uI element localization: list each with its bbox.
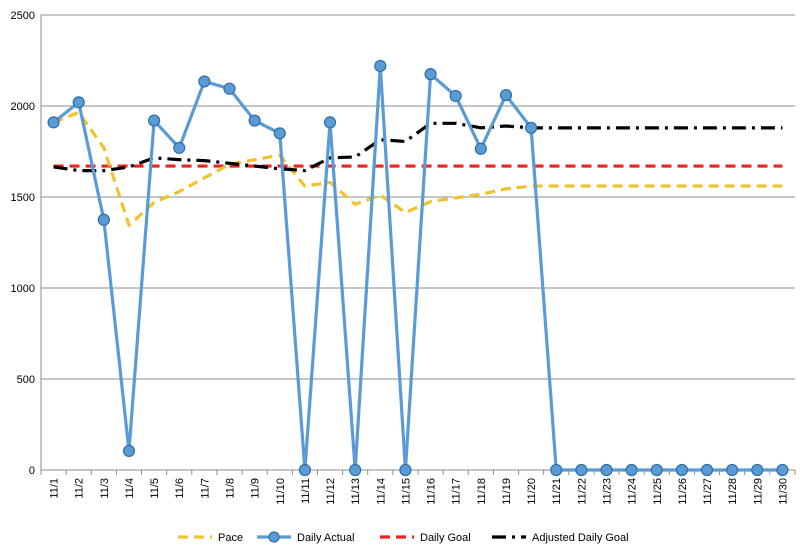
data-point-daily-actual [499, 88, 513, 102]
data-point-daily-actual [776, 463, 789, 477]
series-line-daily-actual [52, 64, 783, 472]
data-point-daily-actual [223, 82, 236, 95]
data-point-daily-actual [298, 463, 311, 477]
data-point-daily-actual [524, 121, 538, 134]
data-point-daily-actual [148, 114, 161, 127]
series-line-pace [52, 110, 783, 227]
x-tick-label: 11/11 [300, 478, 312, 504]
x-tick-label: 11/21 [551, 478, 563, 505]
data-point-daily-actual [323, 116, 337, 129]
x-tick-label: 11/25 [652, 478, 664, 505]
data-point-daily-actual [424, 68, 437, 81]
x-tick-label: 11/2 [74, 478, 86, 499]
data-point-daily-actual [47, 116, 60, 129]
x-tick-label: 11/4 [124, 478, 136, 499]
x-tick-label: 11/14 [375, 478, 387, 505]
x-tick-label: 11/5 [149, 478, 161, 499]
legend: Pace Daily Actual Daily Goal Adjusted Daily… [178, 531, 629, 544]
x-tick-label: 11/10 [275, 478, 287, 505]
legend-label: Daily Goal [420, 532, 471, 544]
data-point-daily-actual [675, 463, 689, 477]
x-tick-label: 11/7 [199, 478, 211, 499]
x-tick-label: 11/16 [426, 478, 438, 505]
series-lines [52, 64, 783, 472]
x-tick-label: 11/17 [451, 478, 463, 505]
legend-marker [268, 531, 280, 543]
data-point-daily-actual [97, 213, 110, 226]
x-tick-label: 11/1 [49, 478, 61, 499]
legend-item-daily-actual: Daily Actual [257, 531, 354, 544]
legend-item-daily-goal: Daily Goal [380, 532, 471, 544]
data-point-daily-actual [122, 444, 136, 457]
x-tick-label: 11/8 [225, 478, 237, 499]
y-tick-label: 2500 [11, 10, 35, 22]
data-point-daily-actual [399, 463, 412, 477]
data-point-daily-actual [474, 142, 487, 155]
x-tick-label: 11/26 [677, 478, 689, 505]
data-point-daily-actual [374, 59, 387, 73]
series-markers [47, 59, 789, 477]
data-point-daily-actual [248, 114, 261, 127]
y-tick-label: 500 [17, 374, 35, 386]
data-point-daily-actual [198, 75, 211, 88]
data-point-daily-actual [575, 463, 588, 477]
legend-label: Adjusted Daily Goal [532, 532, 629, 544]
data-point-daily-actual [751, 463, 764, 477]
x-tick-label: 11/3 [99, 478, 111, 499]
legend-item-pace: Pace [178, 532, 243, 544]
y-tick-label: 2000 [11, 101, 35, 113]
x-tick-label: 11/24 [627, 478, 639, 505]
x-tick-label: 11/22 [576, 478, 588, 505]
x-tick-label: 11/6 [174, 478, 186, 499]
data-point-daily-actual [449, 89, 462, 103]
x-tick-label: 11/20 [526, 478, 538, 505]
y-tick-label: 1000 [11, 283, 35, 295]
tick-labels: 0 500 1000 1500 2000 2500 11/1 11/2 11/3 11/4 11/5… [11, 10, 790, 505]
data-point-daily-actual [273, 127, 286, 140]
x-tick-label: 11/15 [400, 478, 412, 505]
x-tick-label: 11/23 [602, 478, 614, 505]
data-point-daily-actual [72, 96, 85, 109]
x-tick-label: 11/12 [325, 478, 337, 505]
legend-label: Pace [218, 532, 243, 544]
axes [40, 15, 796, 475]
data-point-daily-actual [349, 463, 362, 477]
legend-label: Daily Actual [297, 532, 354, 544]
data-point-daily-actual [173, 141, 186, 154]
data-point-daily-actual [650, 463, 663, 477]
y-tick-label: 0 [29, 465, 35, 477]
x-tick-label: 11/28 [727, 478, 739, 505]
x-tick-label: 11/13 [350, 478, 362, 505]
data-point-daily-actual [726, 463, 739, 477]
x-tick-label: 11/19 [501, 478, 513, 505]
x-tick-label: 11/29 [752, 478, 764, 505]
data-point-daily-actual [600, 463, 613, 477]
x-tick-label: 11/9 [250, 478, 262, 499]
data-point-daily-actual [625, 463, 638, 477]
y-tick-label: 1500 [11, 192, 35, 204]
x-tick-label: 11/30 [777, 478, 789, 505]
gridlines [41, 14, 795, 471]
x-tick-label: 11/18 [476, 478, 488, 505]
data-point-daily-actual [550, 463, 563, 477]
series-line-adjusted-daily-goal [53, 121, 783, 173]
x-tick-label: 11/27 [702, 478, 714, 505]
data-point-daily-actual [700, 463, 714, 477]
legend-item-adjusted-daily-goal: Adjusted Daily Goal [492, 532, 629, 544]
